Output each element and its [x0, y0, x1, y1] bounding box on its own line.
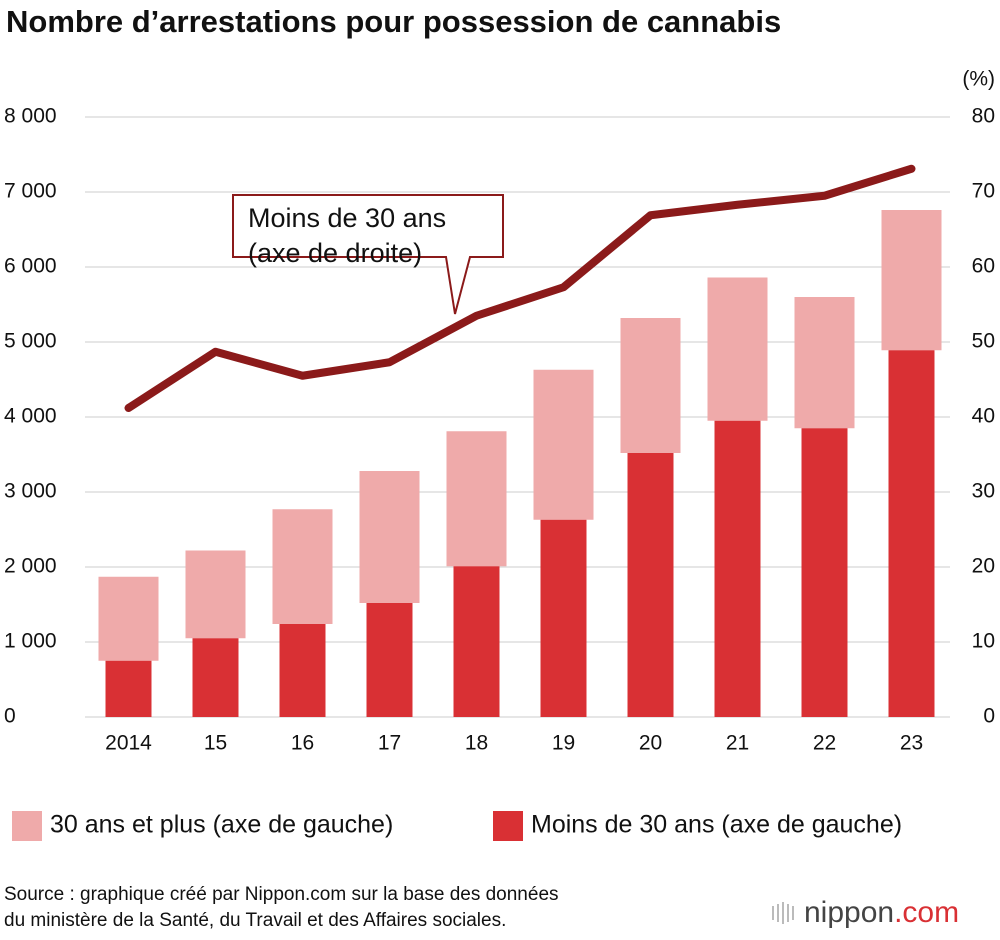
x-tick-label: 23: [900, 732, 923, 755]
source: du ministère de la Santé, du Travail et …: [4, 910, 506, 931]
y2-tick-label: 40: [972, 405, 995, 428]
y2-tick-label: 70: [972, 180, 995, 203]
logo: nippon: [804, 896, 894, 929]
y-tick-label: 4 000: [4, 405, 57, 428]
y-tick-label: 8 000: [4, 105, 57, 128]
svg-text:nippon.com: nippon.com: [804, 896, 959, 929]
bar: [540, 519, 587, 717]
bar: [533, 369, 594, 520]
y-tick-label: 6 000: [4, 255, 57, 278]
logo-icon: [772, 902, 794, 924]
bar: [366, 603, 413, 717]
legend-label: 30 ans et plus (axe de gauche): [50, 811, 393, 839]
bar: [185, 550, 246, 639]
x-tick-label: 21: [726, 732, 749, 755]
y2-tick-label: 50: [972, 330, 995, 353]
legend-label: Moins de 30 ans (axe de gauche): [531, 811, 902, 839]
y-tick-label: 7 000: [4, 180, 57, 203]
x-tick-label: 17: [378, 732, 401, 755]
x-tick-label: 15: [204, 732, 227, 755]
bar: [272, 509, 333, 624]
bar: [707, 277, 768, 421]
bar: [279, 624, 326, 717]
x-tick-label: 18: [465, 732, 488, 755]
y2-unit: (%): [962, 68, 995, 91]
x-tick-label: 19: [552, 732, 575, 755]
bar: [714, 420, 761, 717]
legend-swatch: [493, 811, 523, 841]
y-tick-label: 3 000: [4, 480, 57, 503]
bar: [627, 453, 674, 717]
source: Source : graphique créé par Nippon.com s…: [4, 884, 559, 905]
y-tick-label: 5 000: [4, 330, 57, 353]
y2-tick-label: 10: [972, 630, 995, 653]
callout-box: [232, 194, 504, 315]
bar: [446, 431, 507, 567]
bar: [192, 638, 239, 717]
legend-swatch: [12, 811, 42, 841]
x-tick-label: 20: [639, 732, 662, 755]
y2-tick-label: 20: [972, 555, 995, 578]
logo: .com: [894, 896, 959, 929]
bar: [453, 566, 500, 717]
y2-tick-label: 80: [972, 105, 995, 128]
bar: [620, 318, 681, 453]
bar: [881, 210, 942, 351]
y-tick-label: 0: [4, 705, 16, 728]
line-layer: [124, 164, 916, 412]
y2-tick-label: 0: [983, 705, 995, 728]
bar: [359, 471, 420, 603]
callout-text: (axe de droite): [248, 238, 422, 268]
bar: [105, 660, 152, 717]
x-tick-label: 16: [291, 732, 314, 755]
bar: [794, 297, 855, 429]
chart-title: Nombre d’arrestations pour possession de…: [6, 4, 781, 39]
y-tick-label: 2 000: [4, 555, 57, 578]
y2-tick-label: 60: [972, 255, 995, 278]
bars: [98, 210, 942, 717]
line: [124, 164, 916, 412]
grid: 0 1 000 2 000 3 000 4 000 5 000 6 000 7 000 8 00…: [4, 105, 995, 755]
callout-text: Moins de 30 ans: [248, 203, 446, 233]
x-tick-label: 2014: [105, 732, 152, 755]
y-tick-label: 1 000: [4, 630, 57, 653]
bar: [801, 428, 848, 717]
x-tick-label: 22: [813, 732, 836, 755]
bar: [888, 350, 935, 717]
bar: [98, 576, 159, 661]
y2-tick-label: 30: [972, 480, 995, 503]
